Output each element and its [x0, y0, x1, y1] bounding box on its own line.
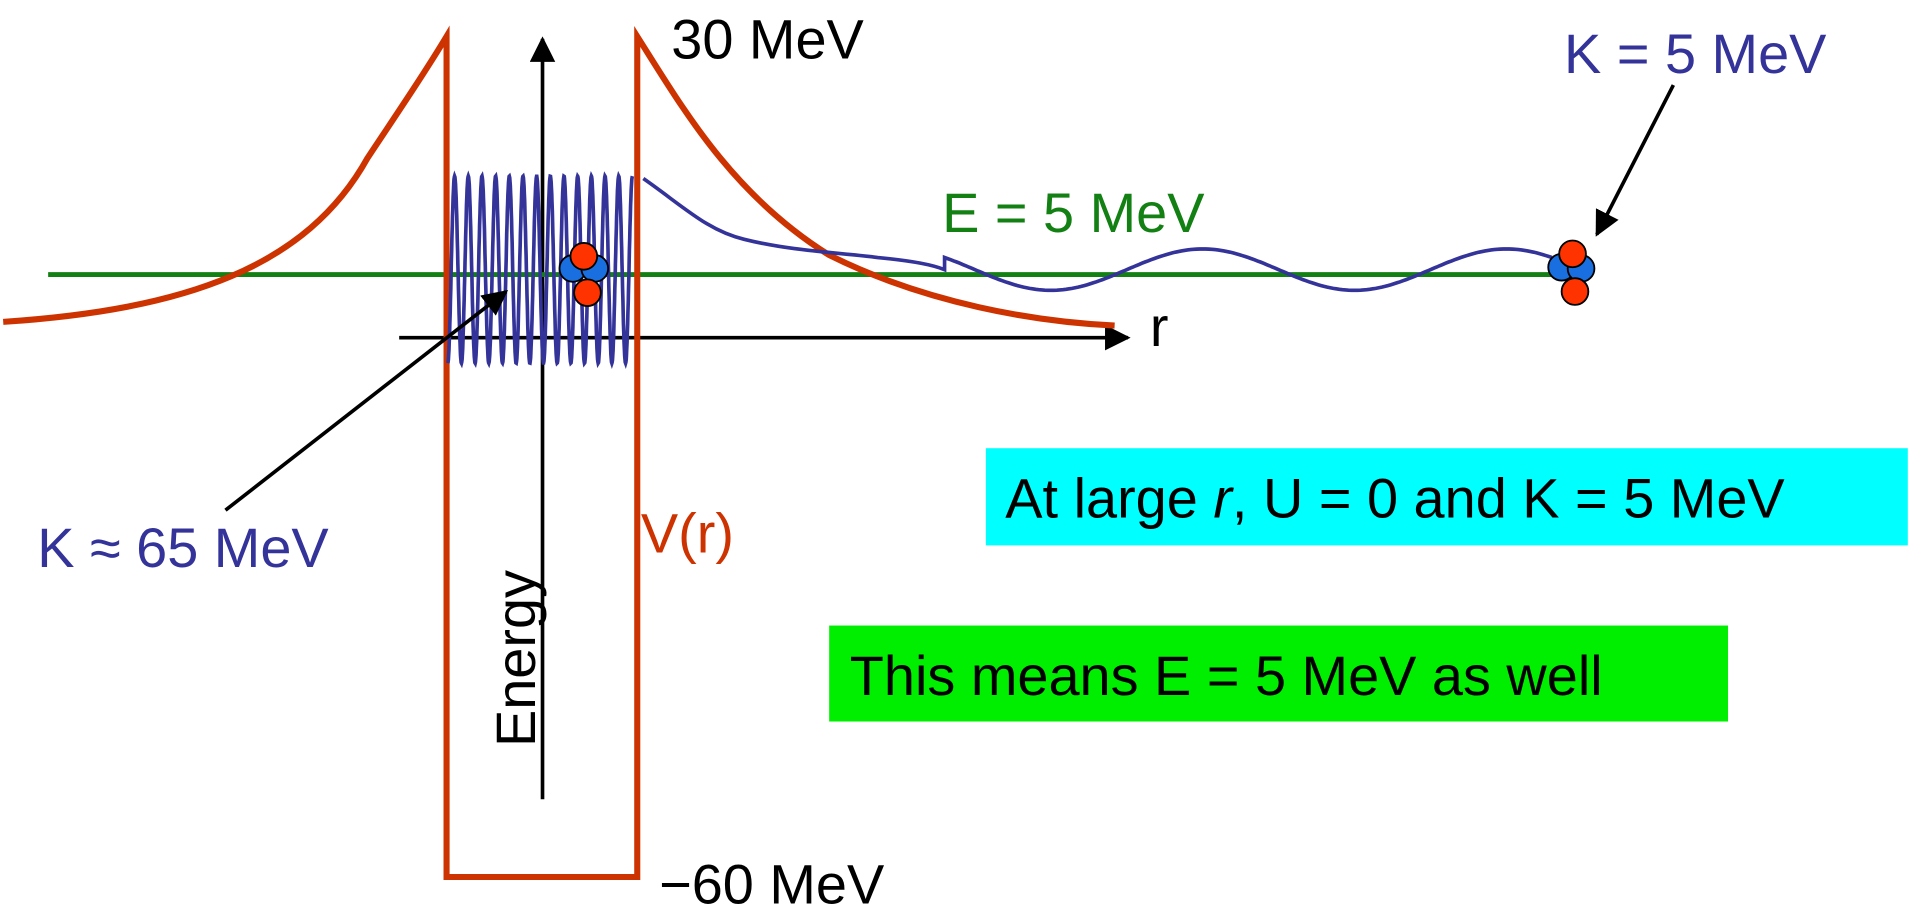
- alpha-particle-inner: [558, 242, 610, 308]
- note-text: This means E = 5 MeV as well: [850, 644, 1603, 707]
- top-energy-label: 30 MeV: [671, 7, 864, 70]
- alpha-particle-outer: [1547, 239, 1596, 306]
- potential-label: V(r): [641, 502, 734, 565]
- outside-kinetic-label: K = 5 MeV: [1564, 22, 1827, 85]
- arrow: [1595, 84, 1675, 237]
- note-text: At large r, U = 0 and K = 5 MeV: [1005, 466, 1785, 529]
- r-label: r: [1150, 295, 1169, 358]
- note-box: [985, 448, 1908, 546]
- potential-curve: [2, 25, 1115, 881]
- note-box: [829, 625, 1729, 722]
- bottom-energy-label: −60 MeV: [659, 853, 885, 911]
- inside-kinetic-label: K ≈ 65 MeV: [37, 516, 329, 579]
- note-part: r: [1213, 466, 1234, 529]
- energy-axis-label: Energy: [484, 570, 547, 747]
- note-part: , U = 0 and K = 5 MeV: [1232, 466, 1785, 529]
- note-part: At large: [1005, 466, 1213, 529]
- outer-wavefunction: [642, 177, 1553, 293]
- energy-label: E = 5 MeV: [942, 181, 1205, 244]
- arrow: [224, 289, 509, 512]
